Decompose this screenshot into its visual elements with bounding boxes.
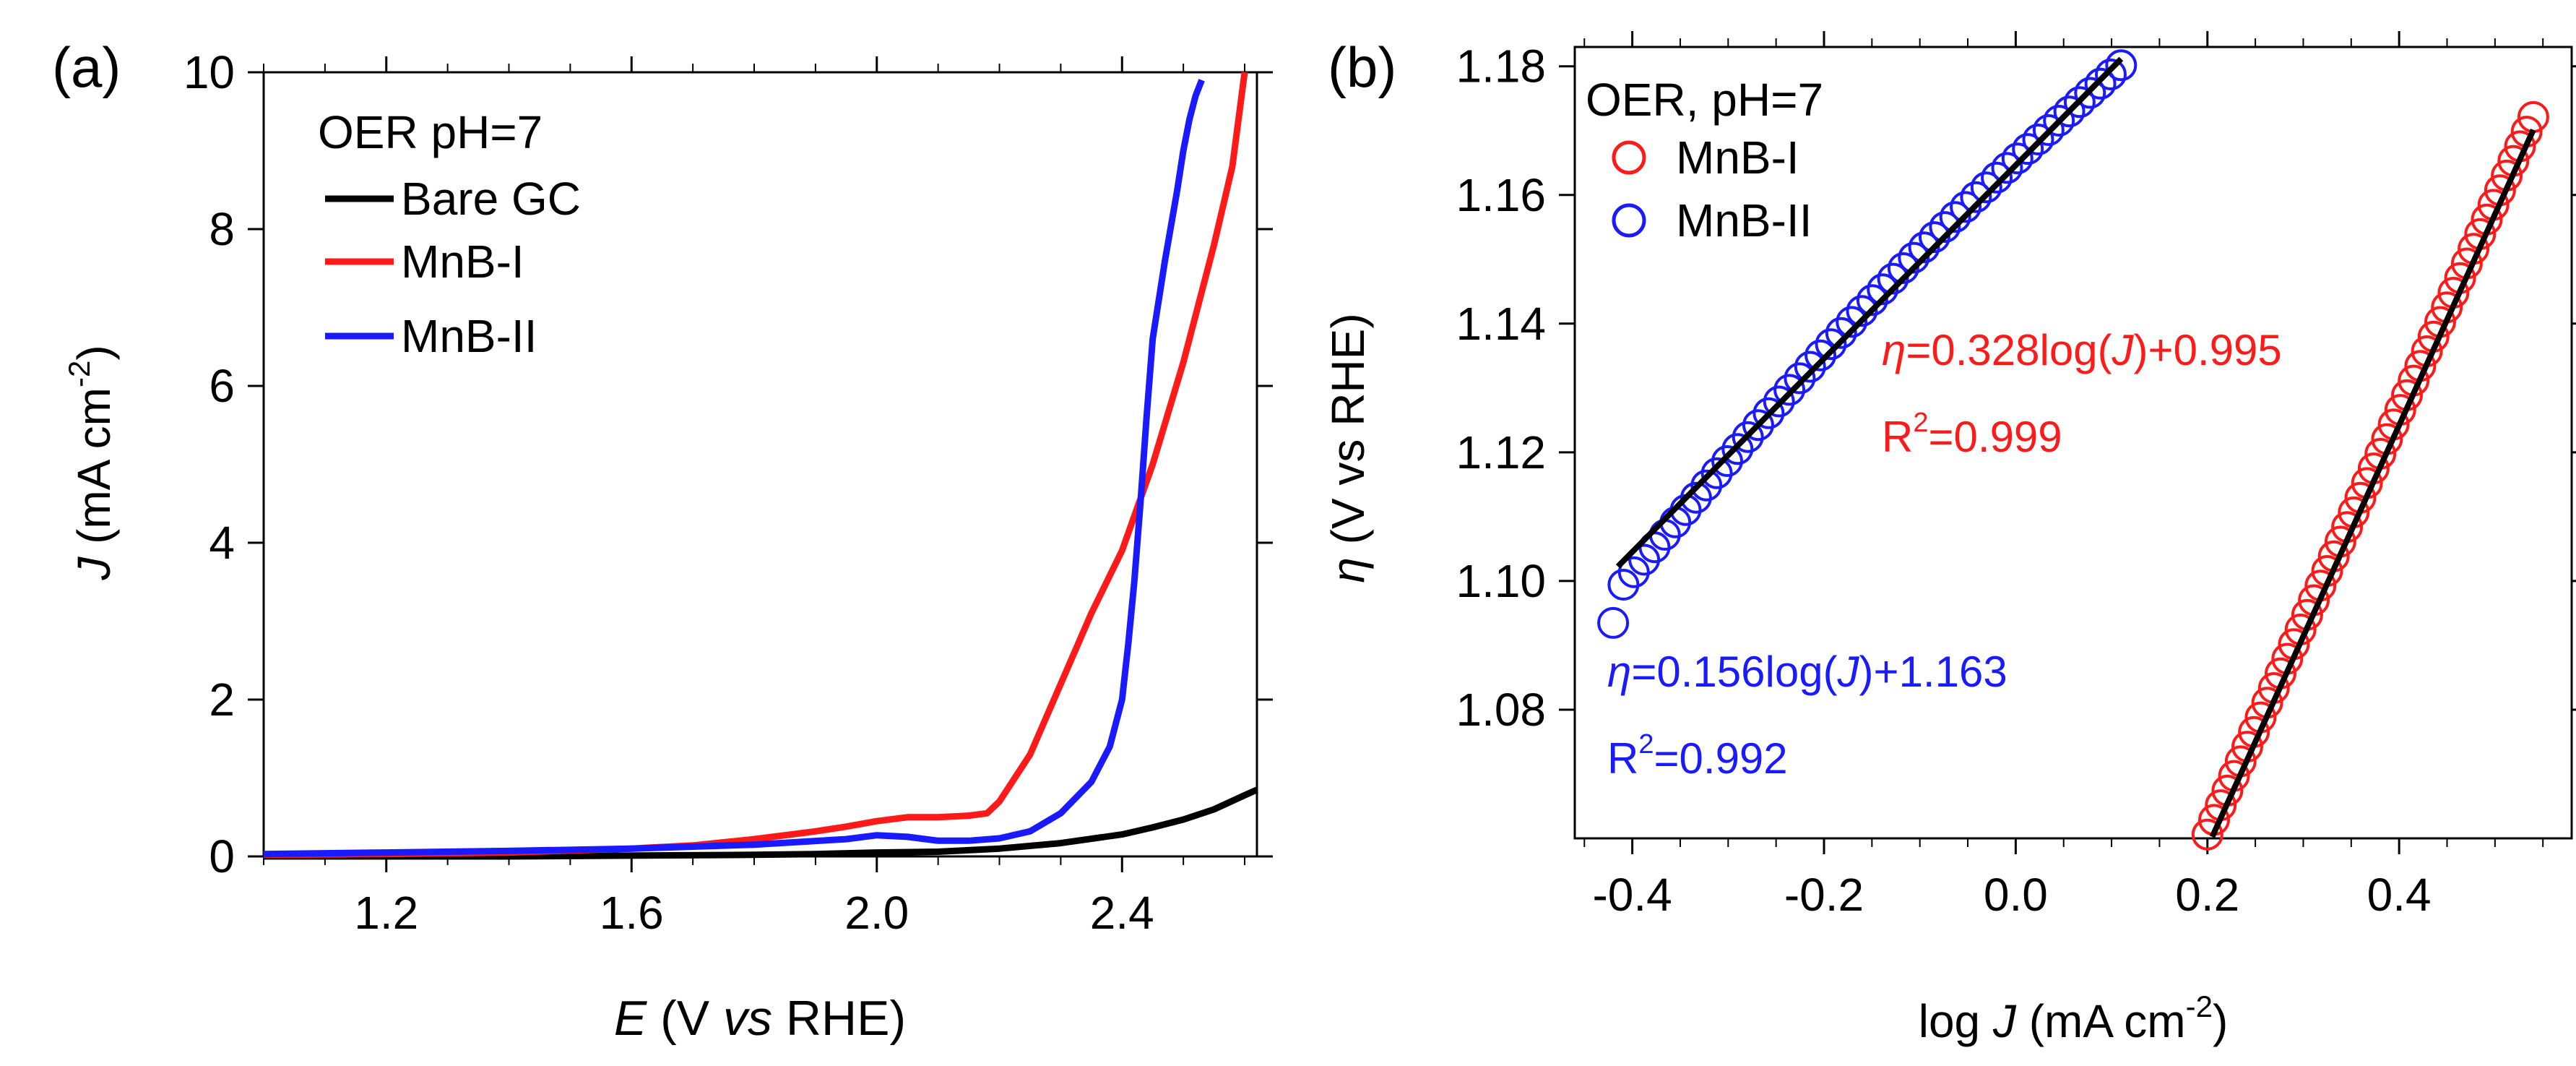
- panel-a-ytick-label-5: 10: [183, 46, 235, 98]
- panel-b-ytick-label-3: 1.14: [1456, 298, 1546, 350]
- point-mnb-ii: [2063, 86, 2096, 119]
- point-mnb-ii: [1752, 397, 1785, 429]
- point-mnb-ii: [1721, 433, 1754, 465]
- eq-mnb-i: η=0.328log(J)+0.995: [1882, 326, 2282, 374]
- point-mnb-ii: [1773, 374, 1806, 406]
- point-mnb-ii: [2043, 105, 2075, 137]
- panel-b: (b) -0.4 -0.2 0.0 0.2 0.4 1.08 1.10 1.12 1.14 1.1…: [1322, 31, 2576, 1047]
- legend-label-mnb-i-b: MnB-I: [1676, 132, 1799, 184]
- point-mnb-ii: [1825, 317, 1857, 349]
- legend-marker-mnb-i: [1612, 140, 1646, 175]
- point-mnb-ii: [2022, 124, 2054, 155]
- point-mnb-ii: [2032, 114, 2065, 146]
- point-mnb-ii: [2001, 142, 2033, 175]
- panel-b-ticks: -0.4 -0.2 0.0 0.2 0.4 1.08 1.10 1.12 1.14 1.16 1.1…: [1456, 31, 2576, 921]
- panel-a-xtick-label-3: 2.4: [1090, 887, 1154, 939]
- panel-b-ytick-label-1: 1.10: [1456, 555, 1546, 607]
- panel-a: (a) 1.2 1.6 2.0 2.4 0 2 4 6 8 10 OER pH=7 Bare GC…: [52, 35, 1273, 1046]
- panel-b-xtick-label-3: 0.2: [2175, 869, 2239, 921]
- point-mnb-ii: [1877, 262, 1909, 295]
- panel-b-ylabel: η (V vs RHE): [1322, 313, 1374, 583]
- panel-b-ytick-label-5: 1.18: [1456, 40, 1546, 93]
- point-mnb-ii: [1784, 362, 1816, 395]
- point-mnb-ii: [2084, 67, 2117, 100]
- point-mnb-ii: [1929, 211, 1961, 244]
- point-mnb-ii: [2053, 95, 2086, 128]
- panel-b-xtick-label-0: -0.4: [1592, 869, 1672, 921]
- point-mnb-ii: [1836, 306, 1868, 338]
- point-mnb-ii: [1908, 231, 1940, 264]
- point-mnb-ii: [1960, 181, 1992, 213]
- point-mnb-ii: [1648, 519, 1681, 551]
- panel-a-ytick-label-1: 2: [209, 674, 235, 726]
- point-mnb-ii: [1732, 421, 1764, 453]
- point-mnb-ii: [1991, 152, 2023, 184]
- point-mnb-ii: [1898, 241, 1930, 274]
- point-mnb-ii: [1950, 191, 1982, 223]
- svg-text:J (mA cm-2): J (mA cm-2): [62, 345, 120, 580]
- panel-b-legend-title: OER, pH=7: [1586, 74, 1823, 126]
- panel-b-label: (b): [1328, 35, 1396, 99]
- legend-label-mnb-i: MnB-I: [401, 236, 524, 288]
- panel-a-ytick-label-0: 0: [209, 830, 235, 882]
- panel-b-ytick-label-0: 1.08: [1456, 684, 1546, 736]
- panel-a-ytick-label-4: 8: [209, 203, 235, 255]
- point-mnb-ii: [1763, 385, 1795, 418]
- panel-a-xlabel: E (V vs RHE): [614, 991, 906, 1046]
- point-mnb-ii: [1939, 201, 1971, 233]
- panel-a-ytick-label-3: 6: [209, 360, 235, 412]
- legend-label-mnb-ii-b: MnB-II: [1676, 194, 1812, 246]
- point-mnb-ii: [1846, 295, 1878, 327]
- point-mnb-ii: [1970, 171, 2002, 204]
- point-mnb-i: [2191, 818, 2223, 851]
- panel-a-label: (a): [52, 35, 121, 99]
- panel-a-series: [263, 72, 1258, 860]
- panel-b-series: [1597, 49, 2549, 851]
- panel-a-ylabel: J (mA cm-2): [62, 345, 120, 580]
- point-mnb-ii: [2095, 59, 2127, 90]
- point-mnb-ii: [2105, 49, 2138, 82]
- panel-a-xtick-label-0: 1.2: [354, 887, 418, 939]
- r2-mnb-ii: R2=0.992: [1607, 729, 1788, 783]
- r2-mnb-i: R2=0.999: [1882, 408, 2062, 461]
- point-mnb-ii: [1981, 161, 2013, 194]
- fit-line-mnb-ii: [1615, 56, 2124, 569]
- point-mnb-ii: [1680, 481, 1712, 514]
- point-mnb-ii: [2074, 77, 2106, 109]
- point-mnb-ii: [1607, 569, 1640, 601]
- point-mnb-ii: [1867, 273, 1899, 306]
- panel-b-xlabel: log J (mA cm-2): [1919, 989, 2229, 1047]
- series-line-bare-gc: [264, 786, 1258, 860]
- panel-b-xtick-label-2: 0.0: [1984, 869, 2048, 921]
- legend-marker-mnb-ii: [1612, 203, 1646, 238]
- point-mnb-ii: [1919, 221, 1950, 254]
- point-mnb-ii: [2012, 133, 2044, 166]
- panel-a-xtick-label-1: 1.6: [600, 887, 664, 939]
- point-mnb-ii: [1805, 339, 1837, 371]
- panel-a-ytick-label-2: 4: [209, 517, 235, 569]
- point-mnb-ii: [1815, 328, 1847, 361]
- panel-a-ticks: 1.2 1.6 2.0 2.4 0 2 4 6 8 10: [183, 46, 1273, 939]
- panel-a-legend-title: OER pH=7: [318, 106, 543, 158]
- eq-mnb-ii: η=0.156log(J)+1.163: [1607, 648, 2007, 696]
- panel-b-plot-frame: [1573, 46, 2573, 840]
- panel-a-xtick-label-2: 2.0: [844, 887, 909, 939]
- fit-line-mnb-i: [2209, 129, 2536, 838]
- point-mnb-ii: [1742, 409, 1774, 442]
- panel-b-ytick-label-2: 1.12: [1456, 426, 1546, 478]
- series-line-mnb-ii: [263, 79, 1205, 858]
- panel-b-xtick-label-4: 0.4: [2367, 869, 2432, 921]
- legend-label-mnb-ii: MnB-II: [401, 310, 537, 362]
- panel-b-ytick-label-4: 1.16: [1456, 169, 1546, 221]
- svg-text:η (V vs RHE): η (V vs RHE): [1322, 313, 1374, 583]
- point-mnb-ii: [1711, 445, 1743, 477]
- point-mnb-ii: [1700, 457, 1733, 489]
- point-mnb-ii: [1690, 469, 1723, 502]
- point-mnb-ii: [1597, 606, 1630, 639]
- legend-label-bare-gc: Bare GC: [401, 173, 581, 225]
- panel-b-xtick-label-1: -0.2: [1784, 869, 1864, 921]
- point-mnb-ii: [1856, 284, 1888, 317]
- point-mnb-ii: [1794, 351, 1826, 383]
